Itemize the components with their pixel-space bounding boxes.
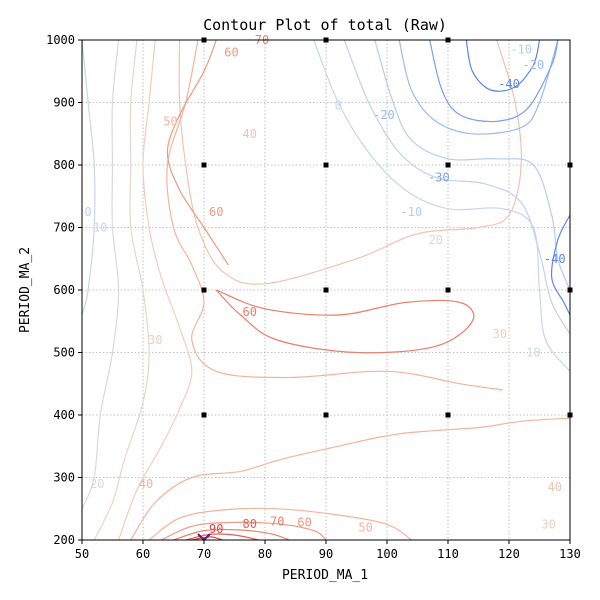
contour-labels: 7060504060603020-10-30-200-40-20-10-4030…: [84, 33, 565, 536]
y-axis-label: PERIOD_MA_2: [18, 247, 33, 333]
contour-line: [398, 39, 559, 135]
y-axis-ticks: 200 300 400 500 600 700 800 900 1000: [46, 33, 82, 547]
x-tick-label: 120: [498, 547, 520, 561]
x-tick-label: 100: [376, 547, 398, 561]
sample-point: [445, 287, 451, 293]
y-tick-label: 400: [53, 408, 75, 422]
x-tick-label: 80: [258, 547, 272, 561]
contour-label: 40: [243, 127, 257, 141]
y-tick-label: 200: [53, 533, 75, 547]
contour-line: [130, 417, 571, 541]
contour-line: [343, 39, 571, 335]
chart-title: Contour Plot of total (Raw): [203, 16, 447, 34]
x-tick-label: 50: [75, 547, 89, 561]
y-tick-label: 900: [53, 96, 75, 110]
contour-line: [81, 39, 96, 316]
sample-point: [201, 162, 207, 168]
contour-label: -30: [428, 171, 450, 185]
x-tick-label: 130: [559, 547, 581, 561]
contour-label: -20: [373, 108, 395, 122]
contour-label: 30: [148, 333, 162, 347]
contour-label: 30: [541, 517, 555, 531]
sample-point: [445, 412, 451, 418]
contour-line: [166, 39, 229, 266]
contour-label: 60: [209, 205, 223, 219]
contour-label: 60: [297, 516, 311, 530]
x-tick-label: 60: [136, 547, 150, 561]
contour-label: -20: [523, 58, 545, 72]
contour-label: -40: [544, 252, 566, 266]
contour-label: 80: [243, 517, 257, 531]
sample-point: [323, 162, 329, 168]
contour-line: [173, 528, 290, 541]
contour-label: 50: [163, 114, 177, 128]
contour-lines: [81, 39, 571, 541]
contour-label: 40: [548, 480, 562, 494]
contour-line: [185, 533, 260, 541]
contour-line: [93, 39, 150, 541]
contour-line: [118, 39, 193, 541]
sample-point: [201, 412, 207, 418]
contour-label: -40: [498, 77, 520, 91]
y-tick-label: 800: [53, 158, 75, 172]
contour-line: [81, 39, 120, 510]
x-tick-label: 110: [437, 547, 459, 561]
contour-line: [178, 39, 522, 285]
contour-label: 40: [139, 477, 153, 491]
sample-point: [323, 412, 329, 418]
contour-line: [429, 39, 559, 123]
contour-label: -10: [510, 42, 532, 56]
sample-point: [323, 287, 329, 293]
contour-line: [215, 289, 475, 354]
contour-line: [465, 39, 541, 92]
contour-label: 60: [224, 46, 238, 60]
x-axis-label: PERIOD_MA_1: [282, 568, 368, 583]
contour-line: [191, 536, 223, 541]
contour-label: 10: [93, 221, 107, 235]
contour-label: 10: [526, 346, 540, 360]
sample-point: [445, 162, 451, 168]
contour-label: 20: [429, 233, 443, 247]
contour-line: [550, 214, 571, 316]
x-tick-label: 70: [197, 547, 211, 561]
x-axis-ticks: 50 60 70 80 90 100 110 120 130: [75, 540, 581, 561]
y-tick-label: 500: [53, 346, 75, 360]
sample-point: [201, 287, 207, 293]
y-tick-label: 1000: [46, 33, 75, 47]
x-tick-label: 90: [319, 547, 333, 561]
contour-label: 50: [358, 521, 372, 535]
y-tick-label: 300: [53, 471, 75, 485]
contour-label: 0: [84, 205, 91, 219]
contour-line: [161, 521, 327, 541]
y-tick-label: 700: [53, 221, 75, 235]
contour-line: [148, 507, 412, 541]
contour-line: [313, 39, 571, 372]
contour-label: 60: [243, 305, 257, 319]
contour-label: 0: [335, 99, 342, 113]
contour-label: 20: [90, 477, 104, 491]
contour-label: 30: [493, 327, 507, 341]
contour-label: -10: [401, 205, 423, 219]
contour-label: 90: [209, 522, 223, 536]
y-tick-label: 600: [53, 283, 75, 297]
contour-label: 70: [270, 514, 284, 528]
